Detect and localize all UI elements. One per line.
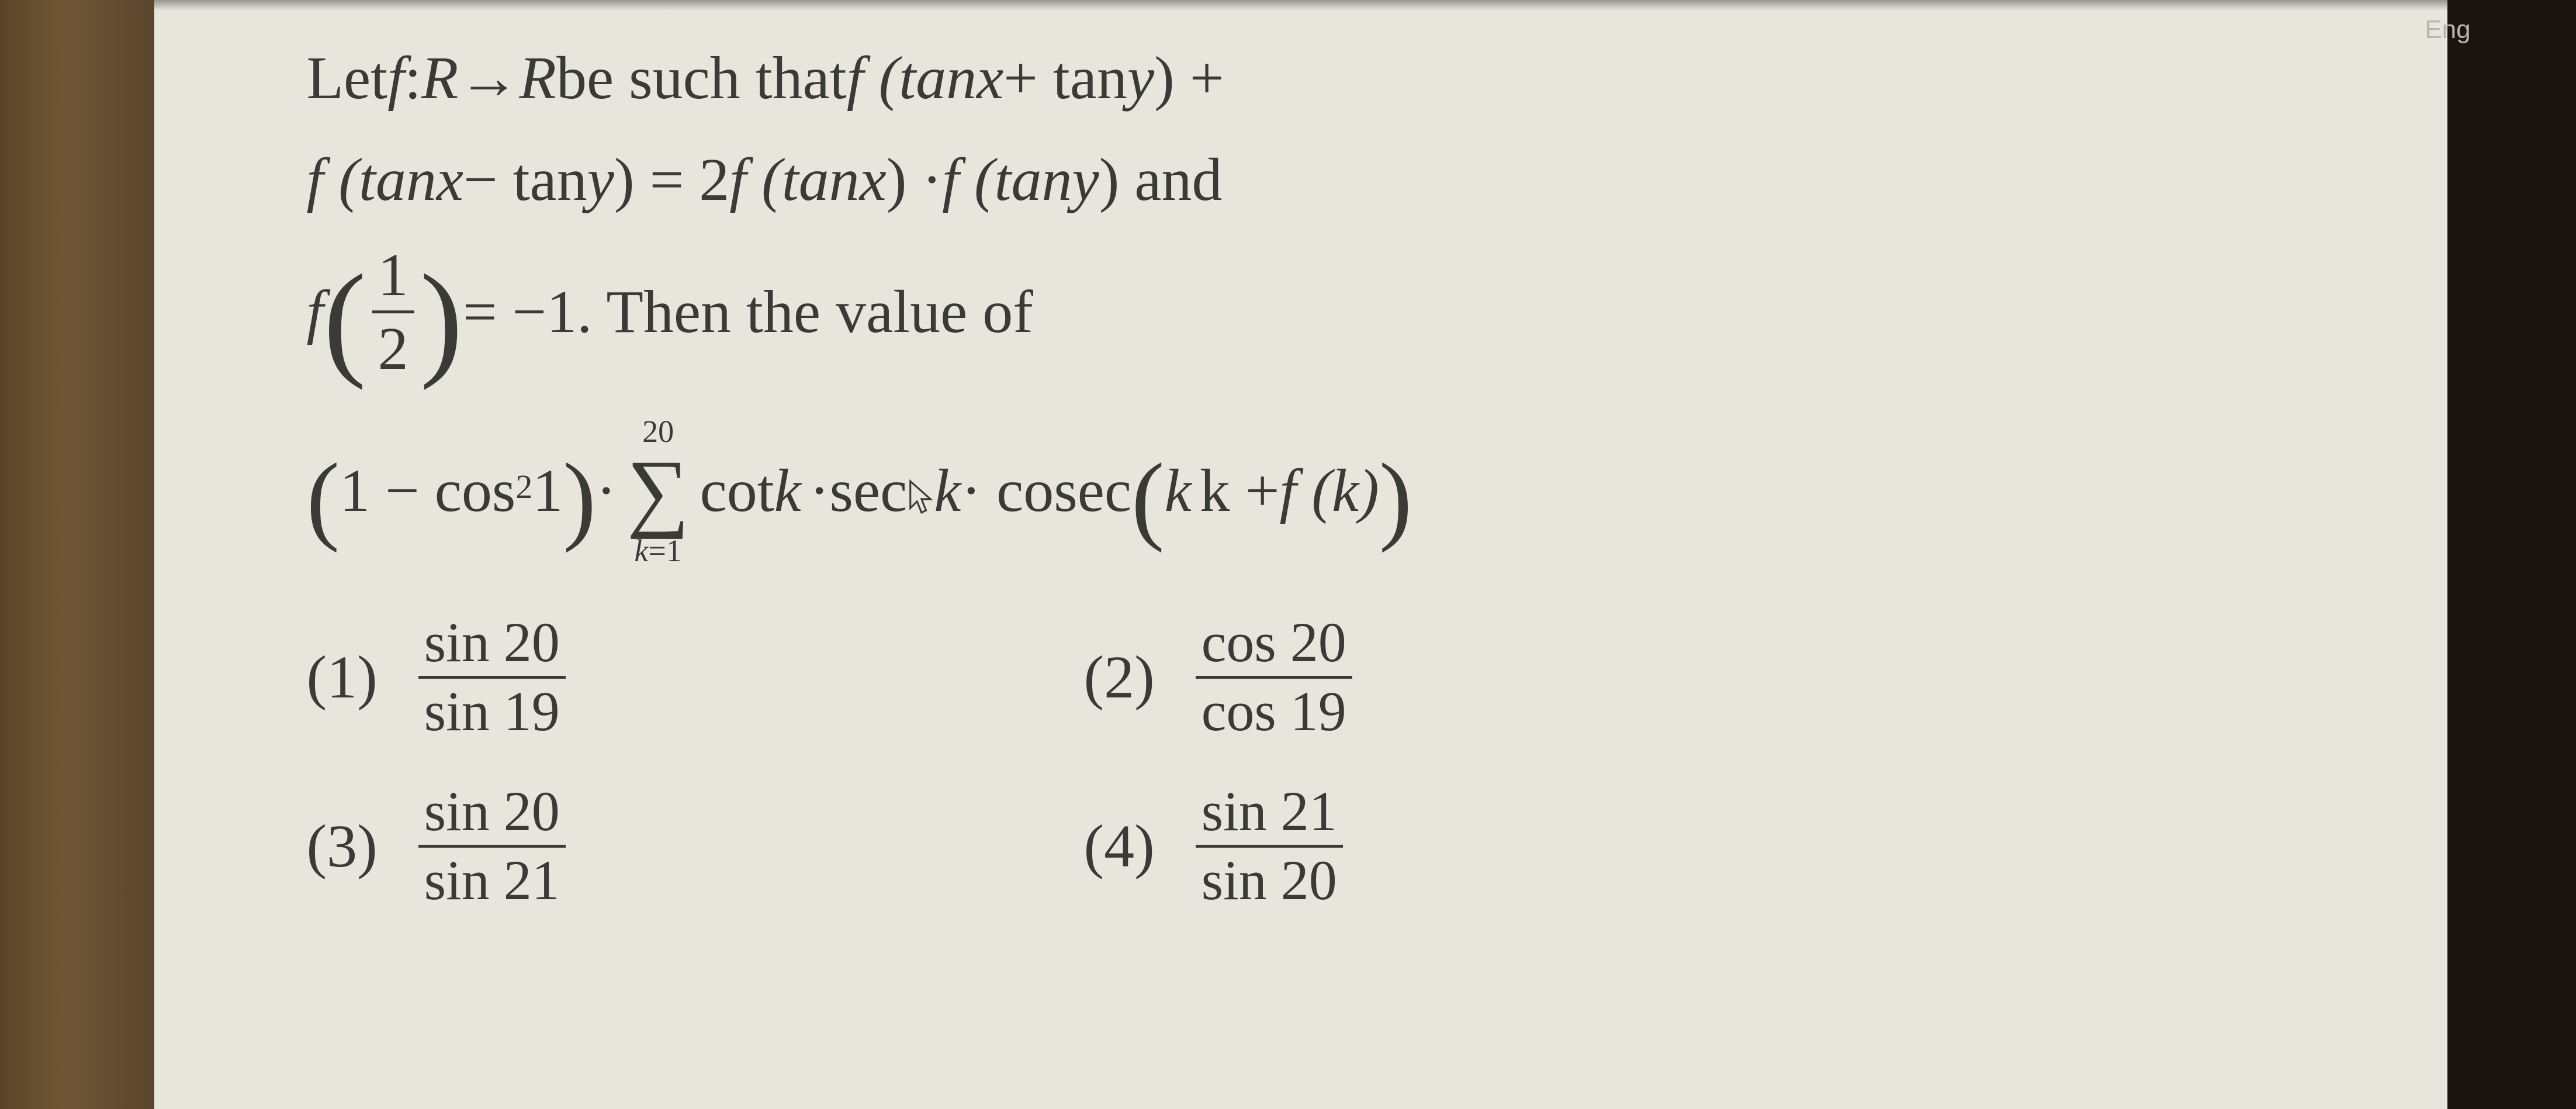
paren-group: ( k k + f (k) ): [1131, 445, 1412, 537]
dot: ·: [809, 445, 830, 537]
right-paren-icon: ): [563, 464, 596, 533]
set-R: R: [421, 33, 459, 124]
option-3[interactable]: (3) sin 20 sin 21: [306, 782, 932, 910]
question-line-3: f ( 1 2 ) = −1. Then the value of: [306, 243, 2400, 381]
question-line-2: f (tan x − tan y ) = 2 f (tan x ) · f (t…: [306, 134, 2400, 226]
var-k: k: [934, 445, 961, 537]
numerator: sin 21: [1196, 782, 1343, 841]
fraction-half: 1 2: [372, 243, 414, 381]
text: :: [404, 33, 421, 124]
expr: − tan: [463, 134, 587, 226]
var-k: k: [1165, 445, 1192, 537]
expr: = −1. Then the value of: [463, 267, 1033, 358]
denominator: cos 19: [1196, 682, 1352, 741]
denominator: 2: [372, 317, 414, 381]
expr: ) = 2: [614, 134, 729, 226]
sigma-icon: ∑: [627, 447, 690, 535]
option-fraction: sin 20 sin 21: [418, 782, 566, 910]
denominator: sin 21: [418, 851, 566, 910]
fraction-bar: [372, 310, 414, 313]
expr: sec: [829, 445, 907, 537]
expr: f (tan: [847, 33, 977, 124]
expr: 1: [532, 445, 563, 537]
screenshot-root: Eng Let f : R → R be such that f (tan x …: [0, 0, 2576, 1109]
summation: 20 ∑ k=1: [627, 416, 690, 566]
expr: · cosec: [961, 445, 1131, 537]
fraction-bar: [1196, 676, 1352, 679]
denominator: sin 19: [418, 682, 566, 741]
fraction-bar: [418, 845, 566, 848]
option-4[interactable]: (4) sin 21 sin 20: [1083, 782, 1709, 910]
dot: ·: [596, 445, 617, 537]
right-paren-icon: ): [1379, 464, 1412, 533]
option-label: (3): [306, 811, 377, 881]
question-line-1: Let f : R → R be such that f (tan x + ta…: [306, 33, 2400, 124]
left-paren-icon: (: [306, 464, 340, 533]
question-line-4: ( 1 − cos 2 1 ) · 20 ∑ k=1 cot k · sec: [306, 416, 2400, 566]
expr: f (tan: [306, 134, 436, 226]
var-x: x: [860, 134, 887, 226]
numerator: sin 20: [418, 782, 566, 841]
var-y: y: [587, 134, 614, 226]
denominator: sin 20: [1196, 851, 1343, 910]
option-2[interactable]: (2) cos 20 cos 19: [1083, 613, 1709, 741]
fraction-bar: [418, 676, 566, 679]
var-x: x: [437, 134, 463, 226]
text: =1: [648, 533, 681, 568]
expr: f (tan: [942, 134, 1072, 226]
option-label: (4): [1083, 811, 1154, 881]
sum-lower: k=1: [634, 535, 681, 566]
numerator: sin 20: [418, 613, 566, 672]
var-f: f: [306, 267, 323, 358]
option-fraction: sin 21 sin 20: [1196, 782, 1343, 910]
answer-options: (1) sin 20 sin 19 (2) cos 20 cos 19 (3): [306, 613, 1709, 910]
option-1[interactable]: (1) sin 20 sin 19: [306, 613, 932, 741]
left-paren-icon: (: [1131, 464, 1165, 533]
numerator: cos 20: [1196, 613, 1352, 672]
var-f: f: [387, 33, 404, 124]
question-page: Eng Let f : R → R be such that f (tan x …: [154, 0, 2447, 1109]
left-paren-icon: (: [323, 274, 366, 364]
expr: ) and: [1099, 134, 1223, 226]
expr: + tan: [1003, 33, 1127, 124]
expr: cot: [700, 445, 774, 537]
option-label: (1): [306, 642, 377, 712]
arrow: →: [458, 33, 519, 124]
option-fraction: cos 20 cos 19: [1196, 613, 1352, 741]
fraction-bar: [1196, 845, 1343, 848]
page-top-shadow: [154, 0, 2447, 11]
expr: 1 − cos: [340, 445, 515, 537]
var-y: y: [1127, 33, 1154, 124]
set-R: R: [519, 33, 556, 124]
expr: ) ·: [887, 134, 942, 226]
language-label: Eng: [2425, 15, 2470, 44]
var-y: y: [1072, 134, 1099, 226]
expr: f (tan: [729, 134, 859, 226]
expr: k +: [1200, 445, 1280, 537]
var-k: k: [774, 445, 801, 537]
paren-group: ( 1 − cos 2 1 ): [306, 445, 596, 537]
desk-wood-left: [0, 0, 154, 1109]
text: Let: [306, 33, 387, 124]
var-k: k: [634, 533, 648, 568]
var-x: x: [977, 33, 1003, 124]
numerator: 1: [372, 243, 414, 307]
text: be such that: [556, 33, 847, 124]
option-fraction: sin 20 sin 19: [418, 613, 566, 741]
mouse-cursor-icon: [907, 479, 934, 515]
option-label: (2): [1083, 642, 1154, 712]
desk-shadow-right: [2447, 0, 2576, 1109]
exponent: 2: [515, 461, 532, 512]
right-paren-icon: ): [420, 274, 463, 364]
expr: ) +: [1154, 33, 1224, 124]
paren-group: ( 1 2 ): [323, 243, 463, 381]
expr: f (k): [1279, 445, 1379, 537]
